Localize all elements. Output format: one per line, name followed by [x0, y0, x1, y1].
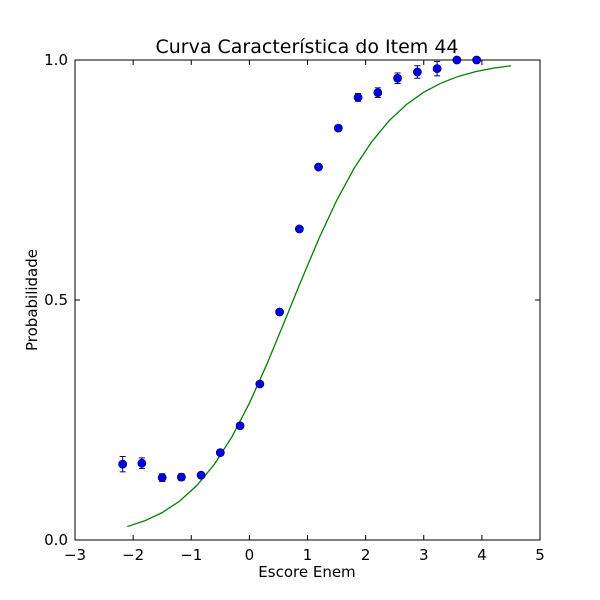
- y-tick-label: 0.5: [44, 291, 68, 309]
- data-point: [118, 459, 128, 469]
- data-point: [215, 448, 225, 458]
- x-tick-label: 2: [361, 546, 371, 564]
- x-tick-label: −2: [122, 546, 144, 564]
- data-point: [157, 473, 167, 483]
- data-point: [393, 73, 402, 83]
- data-point: [235, 421, 245, 431]
- y-tick-label: 0.0: [44, 531, 68, 549]
- x-tick-label: 1: [303, 546, 313, 564]
- x-tick-label: 5: [535, 546, 545, 564]
- data-point: [353, 93, 363, 102]
- data-point: [196, 470, 206, 480]
- data-point: [294, 224, 304, 234]
- data-point: [176, 472, 186, 482]
- data-point: [275, 307, 285, 317]
- data-point: [432, 64, 442, 74]
- data-point: [314, 162, 323, 172]
- data-point: [333, 123, 343, 133]
- fitted-curve: [127, 65, 512, 528]
- data-point: [137, 458, 147, 468]
- x-tick-label: −1: [180, 546, 202, 564]
- y-axis-label: Probabilidade: [23, 249, 41, 351]
- data-point: [452, 55, 462, 65]
- data-point: [255, 379, 265, 389]
- data-point: [412, 67, 422, 77]
- data-point: [472, 55, 482, 65]
- data-point: [373, 88, 383, 98]
- x-tick-label: 0: [245, 546, 255, 564]
- y-tick-label: 1.0: [44, 51, 68, 69]
- axis-ticks: −3 −2 −1 0 1 2 3 4 5 0.0 0.5 1.0: [44, 51, 545, 564]
- x-tick-label: 4: [477, 546, 487, 564]
- x-tick-label: −3: [64, 546, 86, 564]
- x-tick-label: 3: [419, 546, 429, 564]
- x-axis-label: Escore Enem: [258, 563, 355, 581]
- curve-layer: [127, 65, 512, 528]
- points-layer: [118, 55, 482, 483]
- chart-title: Curva Característica do Item 44: [155, 36, 458, 58]
